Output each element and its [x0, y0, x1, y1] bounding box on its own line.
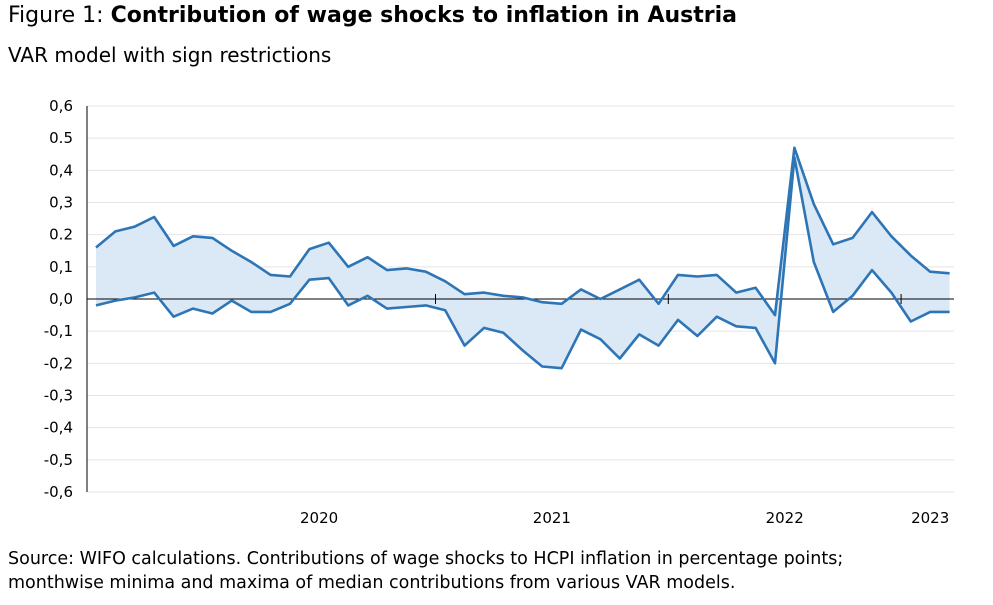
y-tick-label: 0,1 — [49, 258, 73, 276]
figure-title-text: Contribution of wage shocks to inflation… — [110, 3, 737, 28]
x-tick-label: 2021 — [533, 509, 571, 527]
y-tick-label: 0.2 — [49, 226, 73, 244]
y-tick-label: -0,3 — [44, 387, 73, 405]
x-tick-label: 2023 — [911, 509, 949, 527]
chart: 0,6 0.5 0,4 0,3 0.2 0,1 0,0 -0,1 -0,2 -0,3 -0,4 -0,… — [44, 97, 954, 527]
range-band — [96, 147, 950, 369]
y-tick-label: 0.5 — [49, 129, 73, 147]
x-axis-labels: 2020 2021 2022 2023 — [300, 509, 949, 527]
x-tick-label: 2022 — [766, 509, 804, 527]
y-tick-label: -0,6 — [44, 483, 73, 501]
y-tick-label: 0,4 — [49, 161, 73, 179]
x-tick-label: 2020 — [300, 509, 338, 527]
y-tick-label: -0,4 — [44, 419, 73, 437]
x-ticks — [435, 294, 902, 304]
y-tick-label: -0,1 — [44, 322, 73, 340]
figure-subtitle: VAR model with sign restrictions — [8, 43, 332, 67]
y-tick-label: 0,6 — [49, 97, 73, 115]
source-note: Source: WIFO calculations. Contributions… — [8, 547, 993, 595]
y-tick-label: 0,3 — [49, 194, 73, 212]
figure-title: Figure 1: Contribution of wage shocks to… — [8, 3, 737, 28]
figure-prefix: Figure 1: — [8, 3, 111, 28]
series-max-line — [95, 146, 950, 317]
y-axis-labels: 0,6 0.5 0,4 0,3 0.2 0,1 0,0 -0,1 -0,2 -0,3 -0,4 -0,… — [44, 97, 73, 501]
source-line-2: monthwise minima and maxima of median co… — [8, 573, 736, 593]
series-min-line — [95, 156, 950, 370]
y-tick-label: -0,2 — [44, 354, 73, 372]
y-tick-label: 0,0 — [49, 290, 73, 308]
source-line-1: Source: WIFO calculations. Contributions… — [8, 549, 844, 569]
y-tick-label: -0,5 — [44, 451, 73, 469]
